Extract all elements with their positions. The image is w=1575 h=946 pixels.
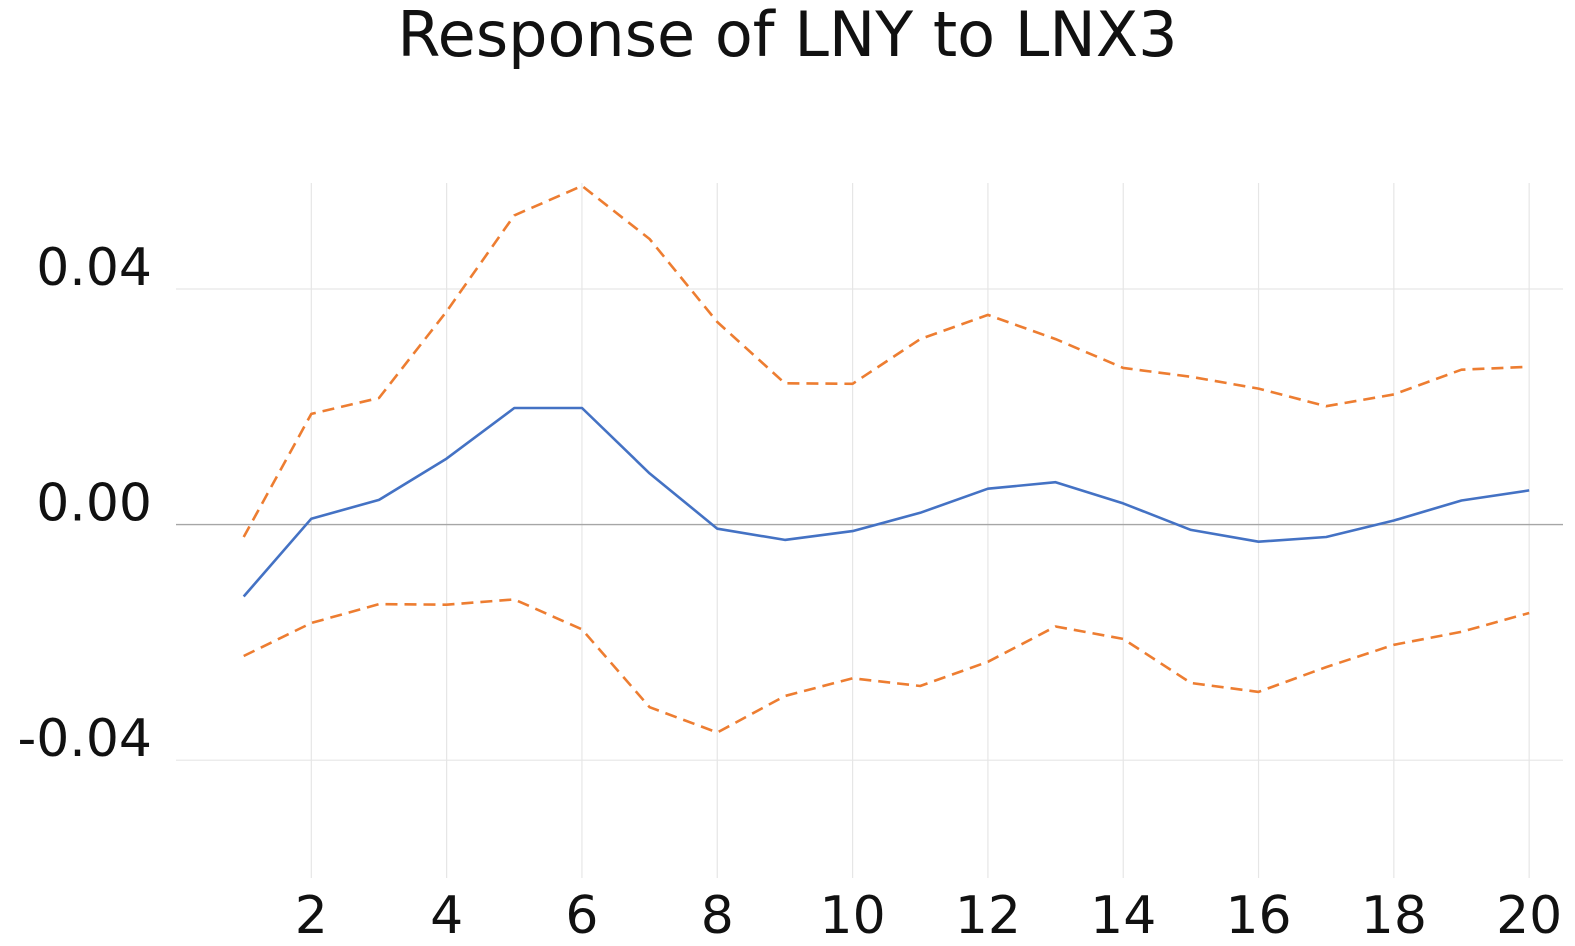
x-tick-label: 6 xyxy=(565,886,598,946)
x-tick-label: 12 xyxy=(955,886,1021,946)
x-tick-label: 10 xyxy=(819,886,885,946)
x-tick-label: 18 xyxy=(1361,886,1427,946)
response-line xyxy=(242,406,1530,598)
x-tick-label: 2 xyxy=(295,886,328,946)
y-tick-label: -0.04 xyxy=(17,709,152,769)
upper-band-line xyxy=(242,184,1530,538)
x-tick-label: 4 xyxy=(430,886,463,946)
y-tick-label: 0.00 xyxy=(36,474,152,534)
x-tick-label: 16 xyxy=(1225,886,1291,946)
x-tick-label: 8 xyxy=(701,886,734,946)
x-tick-label: 14 xyxy=(1090,886,1156,946)
lower-band-line xyxy=(243,598,1530,734)
y-tick-label: 0.04 xyxy=(36,238,152,298)
x-tick-label: 20 xyxy=(1496,886,1562,946)
chart-title: Response of LNY to LNX3 xyxy=(397,0,1178,71)
